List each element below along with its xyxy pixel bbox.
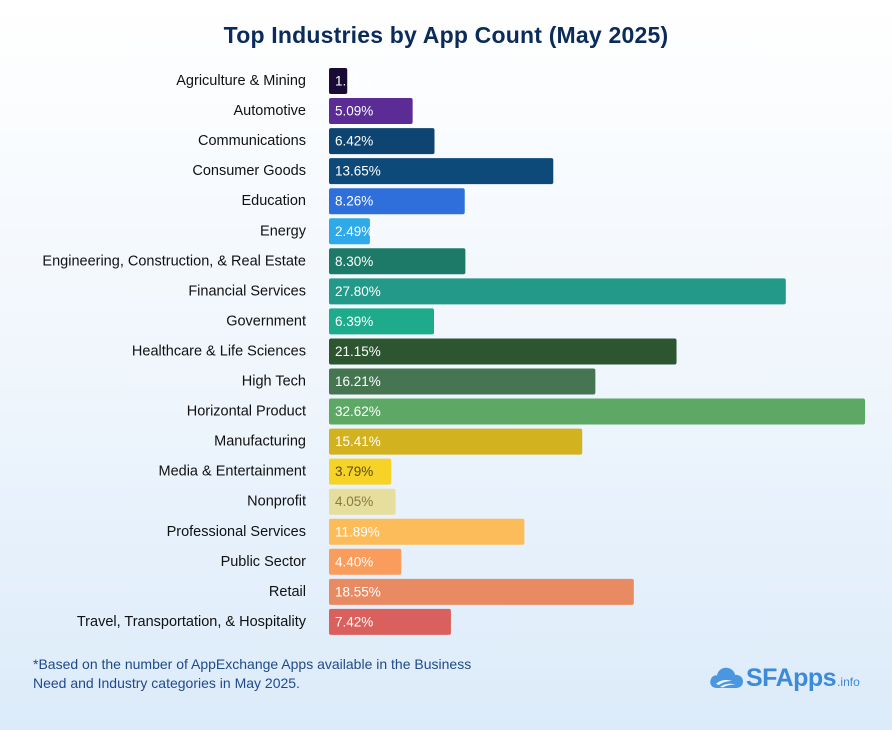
bar-public-sector [329,548,402,575]
category-label-retail: Retail [269,584,306,600]
value-label-consumer-goods: 13.65% [335,164,381,179]
value-label-energy: 2.49% [335,224,373,239]
value-label-professional-services: 11.89% [335,524,380,539]
value-label-high-tech: 16.21% [335,374,381,389]
category-label-manufacturing: Manufacturing [214,434,306,450]
value-label-education: 8.26% [335,194,373,209]
value-label-agriculture-mining: 1.11% [335,74,372,89]
category-label-financial-services: Financial Services [188,283,306,299]
category-label-automotive: Automotive [233,103,306,119]
value-label-engineering-construction-real-estate: 8.30% [335,254,373,269]
value-label-nonprofit: 4.05% [335,494,373,509]
value-label-healthcare-life-sciences: 21.15% [335,344,381,359]
category-label-engineering-construction-real-estate: Engineering, Construction, & Real Estate [42,253,306,269]
bar-retail [329,578,634,605]
bar-consumer-goods [329,158,554,185]
value-label-automotive: 5.09% [335,104,373,119]
category-label-consumer-goods: Consumer Goods [192,163,306,179]
category-label-education: Education [242,193,307,209]
bar-professional-services [329,518,525,545]
bar-chart: Agriculture & Mining 1.11% Automotive 5.09%… [42,68,865,635]
bar-agriculture-mining [329,68,348,94]
bar-energy [329,218,370,245]
category-label-high-tech: High Tech [242,374,306,390]
category-label-communications: Communications [198,133,306,149]
category-label-healthcare-life-sciences: Healthcare & Life Sciences [132,343,306,359]
category-label-nonprofit: Nonprofit [247,494,306,510]
bar-high-tech [329,368,596,395]
category-label-agriculture-mining: Agriculture & Mining [176,73,306,89]
value-label-media-entertainment: 3.79% [335,464,373,479]
value-label-travel-transportation-hospitality: 7.42% [335,614,373,629]
bar-government [329,308,434,335]
bar-horizontal-product [329,398,865,425]
category-label-travel-transportation-hospitality: Travel, Transportation, & Hospitality [77,614,307,630]
cloud-icon [710,667,743,688]
logo-text: SFApps [746,663,837,692]
category-label-horizontal-product: Horizontal Product [187,404,306,420]
value-label-government: 6.39% [335,314,373,329]
bar-engineering-construction-real-estate [329,248,466,275]
category-label-professional-services: Professional Services [167,524,306,540]
category-label-public-sector: Public Sector [221,554,307,570]
value-label-horizontal-product: 32.62% [335,404,381,419]
sfapps-logo: SFApps .info [708,662,860,694]
value-label-financial-services: 27.80% [335,284,381,299]
bar-manufacturing [329,428,583,455]
chart-title: Top Industries by App Count (May 2025) [223,22,669,48]
bar-financial-services [329,278,786,305]
bar-automotive [329,98,413,125]
bar-healthcare-life-sciences [329,338,677,365]
bar-education [329,188,465,215]
category-label-media-entertainment: Media & Entertainment [159,464,307,480]
logo-suffix: .info [837,675,860,689]
category-label-government: Government [226,313,306,329]
footnote: *Based on the number of AppExchange Apps… [33,656,472,691]
bar-travel-transportation-hospitality [329,608,451,635]
bar-media-entertainment [329,458,392,485]
category-label-energy: Energy [260,223,307,239]
value-label-communications: 6.42% [335,134,373,149]
value-label-manufacturing: 15.41% [335,434,381,449]
value-label-public-sector: 4.40% [335,554,373,569]
value-label-retail: 18.55% [335,584,381,599]
bar-nonprofit [329,488,396,515]
bar-communications [329,128,435,155]
